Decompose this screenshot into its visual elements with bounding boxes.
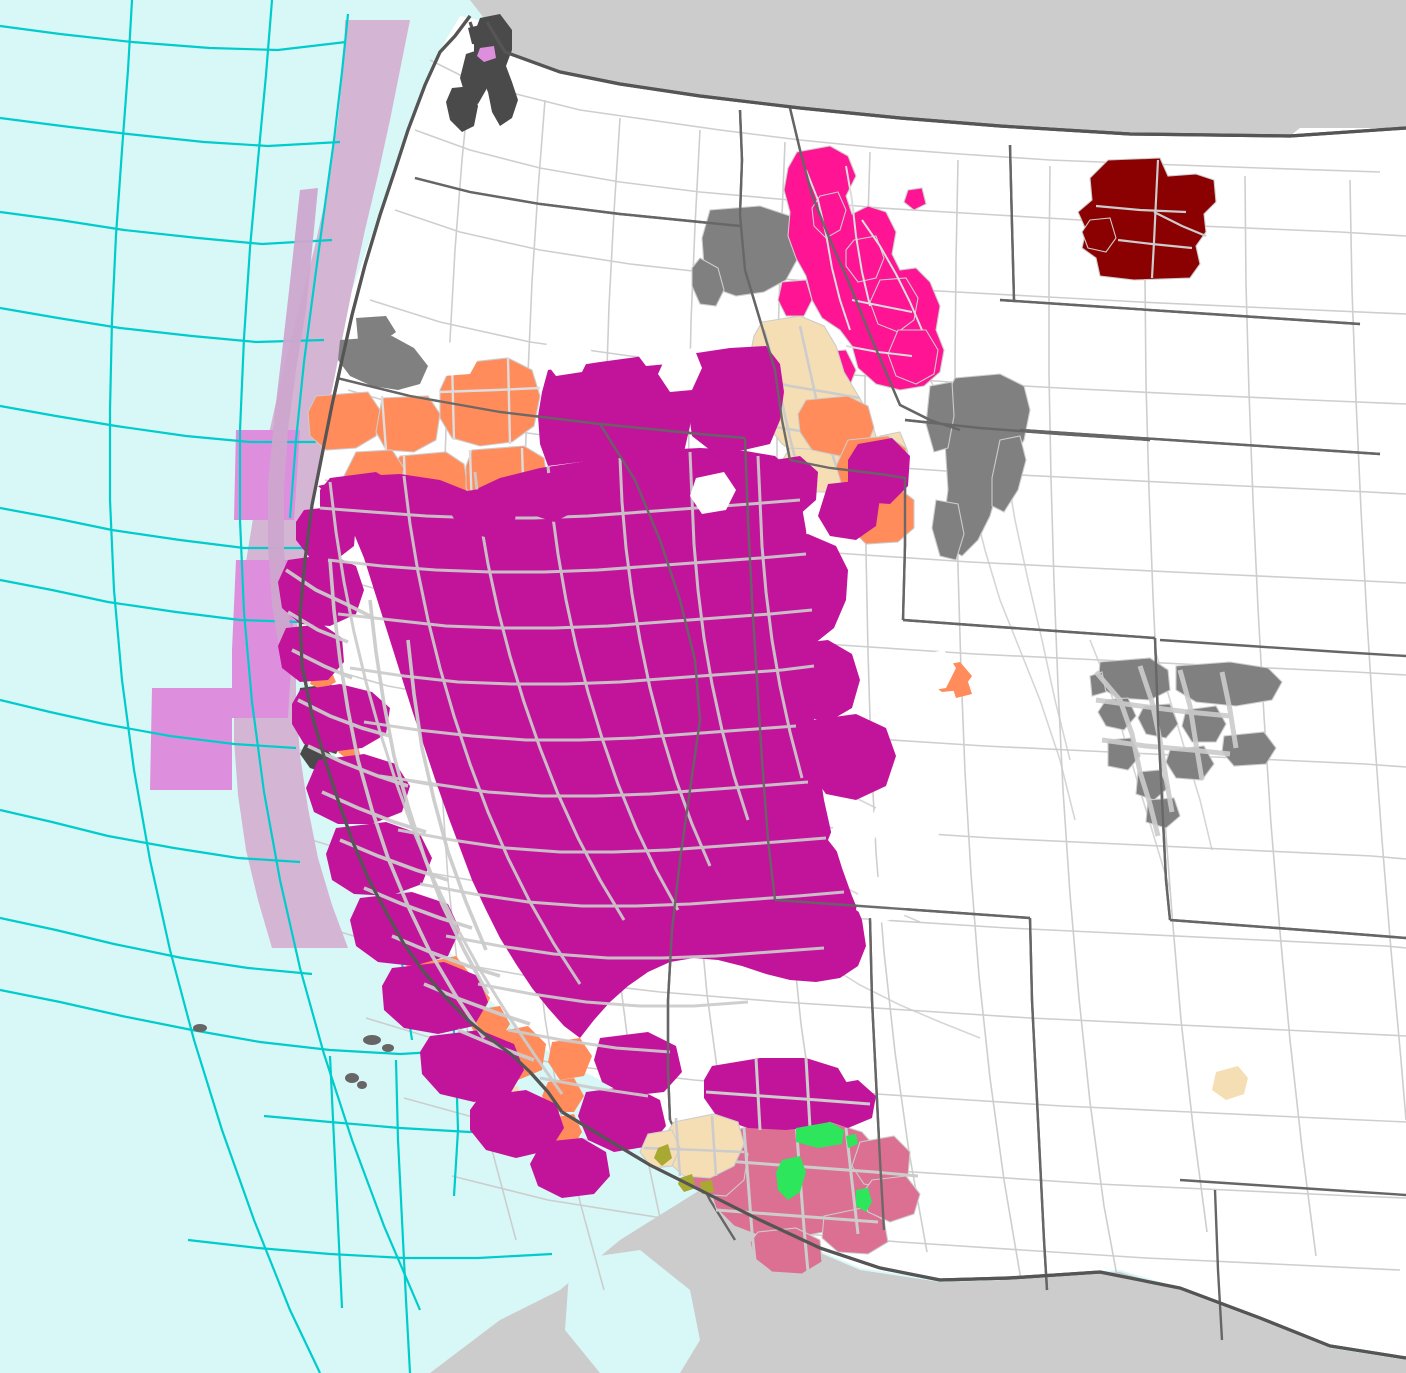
hazard-small-craft-oregon-coast[interactable] (338, 316, 428, 390)
state-boundaries-overlay (336, 107, 1406, 1291)
canada-landmass (470, 0, 1406, 136)
california-county-web (285, 559, 535, 1062)
dense-fog-puget-patch[interactable] (477, 46, 496, 62)
channel-islands (193, 1024, 394, 1089)
mexico-landmass-east (1000, 1272, 1406, 1373)
hazard-flash-flood-watch-arizona[interactable] (776, 1122, 872, 1212)
hazard-small-craft-wyoming[interactable] (925, 373, 1031, 561)
hazard-excessive-heat-warning-nw-extras[interactable] (450, 470, 582, 538)
no-hazard-inclusions (432, 326, 956, 924)
dense-fog-coastal-or[interactable] (268, 188, 318, 665)
hazard-heat-advisory-co-spot2[interactable] (952, 682, 972, 698)
hazard-excessive-heat-warning-great-basin[interactable] (278, 346, 910, 1198)
hazard-small-craft-central-wa[interactable] (691, 205, 801, 307)
hazard-excessive-heat-warning-central-az[interactable] (704, 1057, 876, 1131)
gulf-of-california (565, 1250, 700, 1373)
hazard-fire-weather-watch-new-mexico[interactable] (1212, 1066, 1248, 1100)
hazard-red-flag-montana-idaho[interactable] (777, 145, 945, 393)
hazard-severe-tstorm-north-dakota[interactable] (1077, 157, 1217, 281)
baja-peninsula (430, 1290, 580, 1373)
coastline-overlay (298, 15, 1406, 1360)
marine-zone-grid (0, 0, 553, 1373)
